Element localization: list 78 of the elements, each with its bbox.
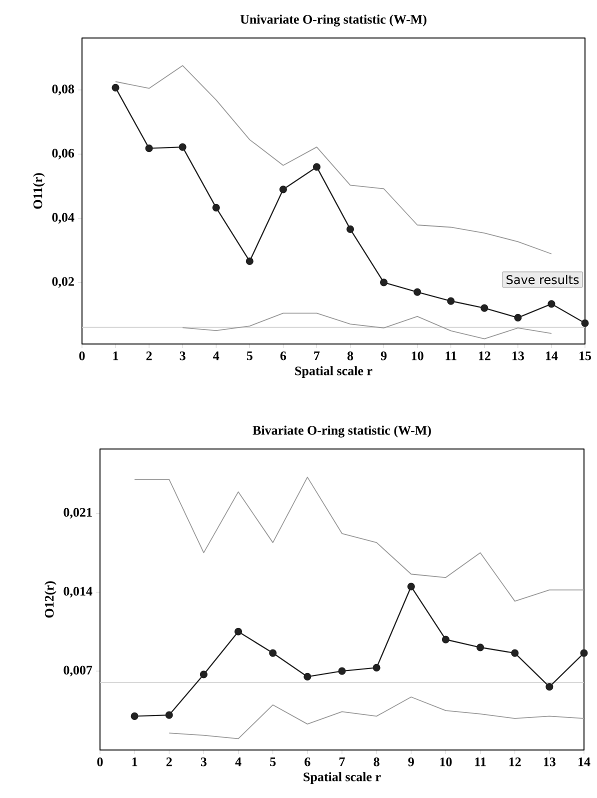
x-tick-label: 12 [478, 352, 490, 360]
x-tick-label: 6 [280, 352, 286, 360]
point [279, 186, 287, 194]
x-tick-label: 8 [374, 758, 380, 766]
x-tick-label: 11 [475, 758, 486, 766]
point [165, 711, 173, 719]
x-tick-label: 14 [546, 352, 558, 360]
x-tick-label: 8 [347, 352, 354, 360]
y-axis-title: O11(r) [33, 173, 45, 209]
x-tick-label: 13 [512, 352, 524, 360]
point [178, 143, 186, 151]
y-tick-label: 0,08 [52, 84, 74, 96]
x-tick-label: 3 [200, 758, 207, 766]
x-tick-label: 2 [146, 352, 152, 360]
chart-title: Bivariate O-ring statistic (W-M) [252, 426, 431, 438]
x-tick-label: 0 [79, 352, 85, 360]
line-series [134, 476, 584, 602]
x-tick-label: 13 [544, 758, 556, 766]
point [130, 712, 138, 720]
x-tick-label: 6 [304, 758, 310, 766]
line-series [168, 696, 584, 740]
y-tick-label: 0,02 [52, 277, 74, 288]
point [380, 278, 388, 286]
point [580, 649, 588, 657]
x-tick-label: 5 [246, 352, 252, 360]
y-tick-label: 0,04 [52, 212, 74, 224]
x-tick-label: 5 [270, 758, 276, 766]
x-tick-label: 0 [97, 758, 103, 766]
x-tick-label: 15 [580, 352, 592, 360]
x-tick-label: 4 [235, 758, 242, 766]
x-tick-label: 1 [113, 352, 118, 360]
point [372, 664, 380, 672]
point [414, 288, 422, 296]
point [145, 144, 153, 152]
point [447, 297, 455, 305]
y-axis-title: O12(r) [44, 581, 56, 618]
y-tick-label: 0,06 [52, 148, 74, 160]
point [200, 670, 208, 678]
point [511, 649, 519, 657]
y-tick-label: 0,014 [64, 586, 92, 598]
point [548, 300, 556, 308]
point [269, 649, 277, 657]
x-tick-label: 9 [380, 352, 387, 360]
point [246, 257, 254, 266]
point [514, 314, 522, 322]
x-tick-label: 9 [408, 758, 414, 766]
x-tick-label: 11 [446, 352, 456, 360]
x-tick-label: 7 [339, 758, 345, 766]
x-tick-label: 10 [412, 352, 424, 360]
point [112, 84, 120, 92]
chart-title: Univariate O-ring statistic (W-M) [240, 14, 426, 26]
x-tick-label: 14 [578, 758, 590, 766]
annotation: Save results [506, 274, 579, 284]
x-axis-title: Spatial scale r [304, 772, 381, 784]
x-tick-label: 2 [166, 758, 172, 766]
point [476, 644, 484, 652]
point [312, 163, 321, 171]
x-tick-label: 7 [314, 352, 320, 360]
line-series [182, 312, 552, 340]
y-tick-label: 0,021 [64, 508, 92, 519]
point [407, 582, 415, 590]
x-tick-label: 4 [213, 352, 220, 360]
point [581, 319, 589, 327]
point [480, 304, 488, 312]
point [304, 672, 312, 681]
x-tick-label: 1 [132, 758, 138, 766]
point [442, 636, 450, 644]
point [338, 667, 346, 675]
x-tick-label: 3 [180, 352, 186, 360]
x-tick-label: 12 [509, 758, 521, 766]
line-series [115, 65, 552, 254]
y-tick-label: 0,007 [64, 666, 92, 676]
x-axis-title: Spatial scale r [295, 366, 372, 378]
point [234, 628, 242, 636]
x-tick-label: 10 [440, 758, 452, 766]
point [212, 204, 220, 212]
point [546, 683, 554, 691]
point [346, 225, 354, 233]
